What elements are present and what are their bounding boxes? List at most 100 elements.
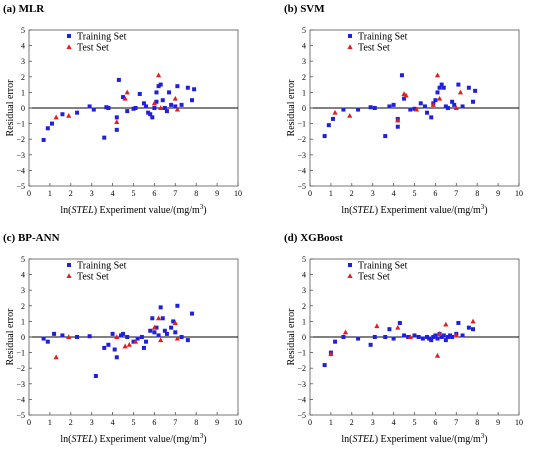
data-point xyxy=(162,106,167,110)
data-point xyxy=(192,87,197,92)
y-tick-label: 4 xyxy=(302,42,306,51)
data-point xyxy=(169,102,174,107)
data-point xyxy=(148,328,153,333)
data-point xyxy=(121,95,126,100)
data-point xyxy=(413,106,420,112)
data-point xyxy=(425,110,430,115)
y-axis-label: Residual error xyxy=(286,308,297,366)
data-point xyxy=(368,342,373,347)
x-axis-label-prefix: ln( xyxy=(341,205,353,216)
data-point xyxy=(457,89,464,95)
x-tick-label: 8 xyxy=(475,189,479,198)
x-tick-label: 7 xyxy=(454,189,458,198)
data-point xyxy=(453,105,459,110)
data-point xyxy=(150,115,155,120)
data-point xyxy=(383,134,388,139)
x-tick-label: 5 xyxy=(413,418,417,427)
x-axis-label-sup: 3 xyxy=(481,203,485,211)
data-point xyxy=(93,374,98,378)
data-point xyxy=(52,331,57,336)
legend-marker xyxy=(347,44,353,49)
data-point xyxy=(435,336,440,341)
data-point xyxy=(137,91,142,96)
data-point xyxy=(407,334,413,339)
x-axis-label: ln(STEL) Experiment value/(mg/m3) xyxy=(341,203,487,216)
data-point xyxy=(160,316,165,321)
data-point xyxy=(452,102,457,107)
y-tick-label: −5 xyxy=(297,182,306,191)
y-tick-label: −2 xyxy=(297,135,306,144)
data-point xyxy=(133,106,138,110)
data-point xyxy=(395,324,401,330)
y-tick-label: 3 xyxy=(302,286,306,295)
data-point xyxy=(60,333,65,338)
data-point xyxy=(160,98,165,103)
data-point xyxy=(185,338,190,343)
data-point xyxy=(473,88,478,93)
x-axis-label-close: ) xyxy=(203,434,206,445)
data-point xyxy=(431,335,436,339)
data-point xyxy=(430,102,436,107)
x-axis-label-close: ) xyxy=(484,434,487,445)
data-point xyxy=(148,112,153,117)
y-tick-label: 2 xyxy=(302,73,306,82)
x-axis-label-italic: STEL xyxy=(352,434,375,445)
data-point xyxy=(179,102,184,107)
data-point xyxy=(372,106,377,110)
data-point xyxy=(164,109,169,114)
data-point xyxy=(106,106,111,110)
y-tick-label: 1 xyxy=(302,317,306,326)
legend-label: Training Set xyxy=(77,32,127,43)
data-point xyxy=(135,336,140,341)
x-tick-label: 9 xyxy=(215,189,219,198)
data-point xyxy=(453,332,459,338)
data-point xyxy=(342,329,349,335)
data-point xyxy=(435,90,440,95)
x-axis-label-prefix: ln( xyxy=(60,205,72,216)
x-tick-label: 0 xyxy=(308,189,312,198)
x-tick-label: 7 xyxy=(173,189,177,198)
x-tick-label: 4 xyxy=(392,189,396,198)
x-axis-label-italic: STEL xyxy=(352,205,375,216)
data-point xyxy=(190,98,195,103)
legend-marker xyxy=(348,263,352,267)
data-point xyxy=(436,331,443,336)
data-point xyxy=(53,114,59,120)
y-tick-label: 2 xyxy=(21,302,25,311)
y-tick-label: −4 xyxy=(16,395,25,404)
data-point xyxy=(433,98,438,103)
data-point xyxy=(460,333,465,338)
data-point xyxy=(399,73,404,78)
data-point xyxy=(174,335,180,341)
y-tick-label: 1 xyxy=(21,317,25,326)
x-axis-label-italic: STEL xyxy=(71,434,94,445)
data-point xyxy=(179,335,184,339)
data-point xyxy=(391,336,396,341)
data-point xyxy=(150,316,155,321)
data-point xyxy=(139,335,144,339)
data-point xyxy=(118,333,123,338)
data-point xyxy=(114,119,120,125)
legend-label: Training Set xyxy=(358,261,408,272)
data-point xyxy=(406,335,411,339)
x-axis-label: ln(STEL) Experiment value/(mg/m3) xyxy=(60,203,206,216)
y-tick-label: −2 xyxy=(297,364,306,373)
x-axis-label-close: ) xyxy=(484,205,487,216)
data-point xyxy=(387,104,392,109)
data-point xyxy=(347,113,353,118)
data-point xyxy=(333,339,338,344)
data-point xyxy=(402,96,407,101)
data-point xyxy=(436,95,443,101)
data-point xyxy=(172,95,178,101)
y-tick-label: 4 xyxy=(21,42,25,51)
y-tick-label: −5 xyxy=(16,411,25,420)
data-point xyxy=(114,334,120,339)
data-point xyxy=(106,342,111,347)
series-test xyxy=(328,318,476,358)
x-tick-label: 9 xyxy=(496,189,500,198)
y-tick-label: 5 xyxy=(21,255,25,264)
x-tick-label: 9 xyxy=(496,418,500,427)
data-point xyxy=(125,335,130,339)
data-point xyxy=(158,82,163,87)
